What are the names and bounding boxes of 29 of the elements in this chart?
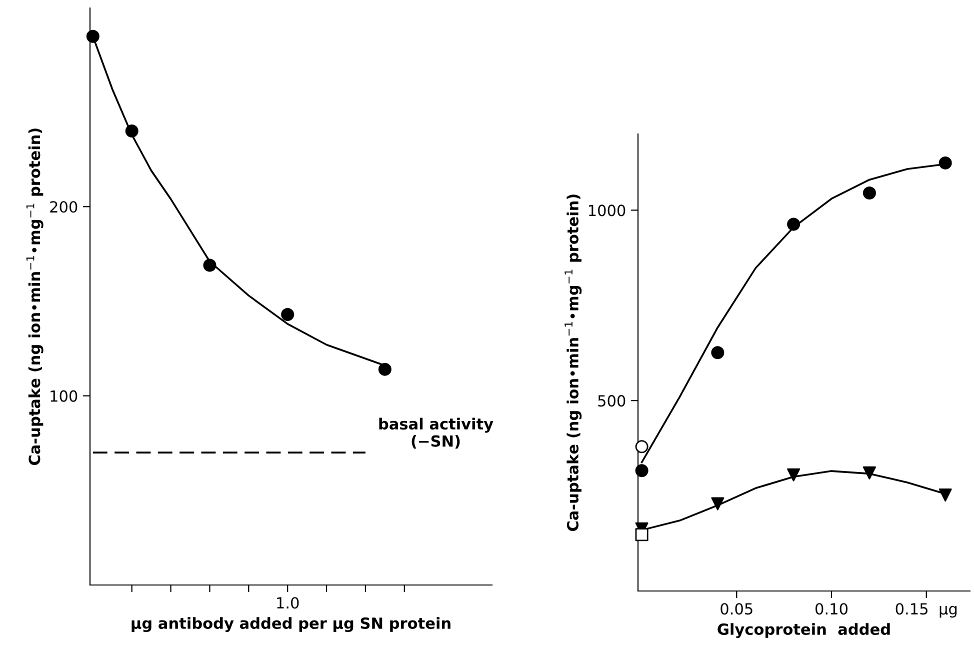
y-tick-label: 200 — [50, 201, 78, 213]
point — [125, 124, 138, 138]
y-tick-label: 500 — [598, 395, 626, 407]
point — [281, 308, 294, 321]
point — [711, 346, 724, 360]
x-tick-label: 0.10 — [816, 603, 848, 615]
point — [938, 156, 952, 170]
y-tick-label: 1000 — [588, 204, 626, 216]
x-tick-label: 1.0 — [277, 597, 299, 609]
y-axis-title: Ca-uptake (ng ion•min$^{−1}$•mg$^{−1}$ protein) — [26, 128, 44, 466]
point — [203, 258, 216, 272]
point — [378, 362, 392, 376]
point — [86, 30, 100, 43]
point — [635, 528, 648, 542]
point — [787, 218, 800, 231]
point — [862, 186, 876, 200]
point — [938, 488, 952, 502]
y-axis-title: Ca-uptake (ng ion•min$^{−1}$•mg$^{−1}$ protein) — [564, 194, 582, 532]
point — [862, 466, 876, 480]
annotation: basal activity (−SN) — [379, 418, 494, 449]
x-axis-title: Glycoprotein added — [718, 623, 890, 638]
point — [635, 464, 648, 478]
x-tick-label: 0.05 — [720, 603, 752, 615]
point — [711, 497, 724, 510]
y-tick-label: 100 — [50, 390, 78, 402]
x-axis-title: μg antibody added per μg SN protein — [132, 617, 450, 632]
x-tick-label: 0.15 μg — [896, 603, 957, 618]
point — [635, 440, 648, 454]
point — [787, 468, 800, 482]
